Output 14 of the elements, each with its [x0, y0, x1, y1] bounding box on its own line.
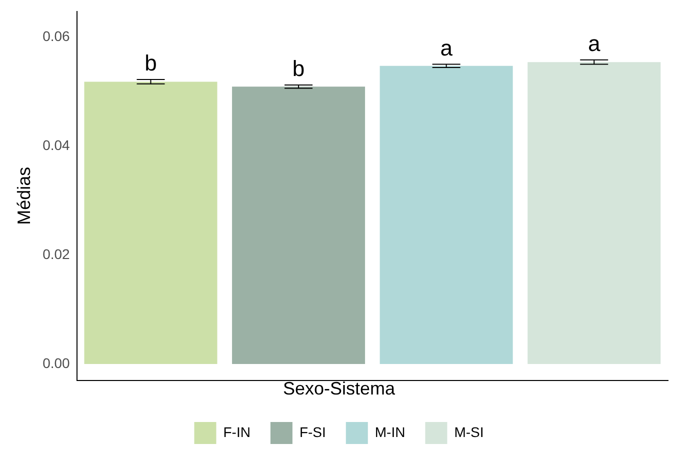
y-axis-title: Médias: [14, 166, 34, 225]
data-label: a: [440, 35, 454, 60]
legend-label: M-SI: [454, 424, 484, 440]
legend-label: F-IN: [223, 424, 250, 440]
data-label: a: [588, 30, 601, 56]
legend-title: Sexo-Sistema: [282, 378, 396, 398]
data-label: b: [144, 50, 157, 76]
y-tick-label: 0.04: [42, 136, 70, 153]
data-label: b: [292, 56, 305, 82]
y-tick-label: 0.02: [42, 246, 70, 262]
y-tick-label: 0.00: [42, 354, 70, 371]
legend-label: M-IN: [374, 424, 406, 440]
legend-label: F-SI: [299, 424, 326, 440]
y-tick-label: 0.06: [42, 28, 70, 44]
